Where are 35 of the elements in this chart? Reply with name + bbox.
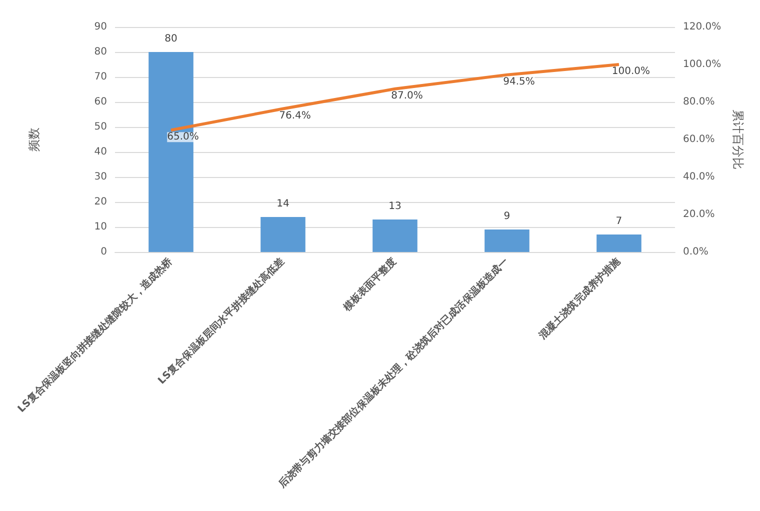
bar [372,220,418,252]
x-tick-label: 模板表面平整度 [340,255,399,314]
x-tick-label: 混凝土浇筑完成养护措施 [536,254,624,342]
y-tick-label: 90 [94,22,107,32]
y-axis-title: 频数 [27,128,41,152]
bar [260,217,306,252]
y2-tick-label: 120.0% [682,22,722,32]
y2-axis-title: 累计百分比 [731,110,745,170]
y-tick-label: 80 [94,46,107,58]
y2-tick-label: 60.0% [682,134,715,145]
y2-tick-label: 100.0% [682,59,722,70]
y-tick-label: 30 [94,172,107,182]
data-label: 94.5% [503,76,535,88]
y2-tick-label: 0.0% [682,246,708,258]
data-label: 13 [388,201,402,212]
y-tick-label: 50 [94,122,107,132]
y2-tick-label: 20.0% [682,209,715,220]
y-tick-label: 0 [100,246,107,258]
data-label: 100.0% [612,66,650,77]
data-label: 76.4% [279,110,311,122]
bar [596,234,642,252]
y2-tick-label: 80.0% [682,96,715,108]
y-tick-label: 60 [94,96,107,108]
data-label: 80 [164,34,178,44]
y-tick-label: 70 [94,72,107,82]
y2-tick-label: 40.0% [682,172,715,182]
bar [484,230,530,252]
data-label: 9 [504,211,510,222]
data-label: 14 [276,198,290,210]
y-tick-label: 20 [94,196,107,208]
data-label: 7 [616,216,622,227]
data-label: 87.0% [391,90,423,102]
data-label: 65.0% [167,132,199,143]
y-tick-label: 10 [94,222,107,232]
y-tick-label: 40 [94,146,107,158]
